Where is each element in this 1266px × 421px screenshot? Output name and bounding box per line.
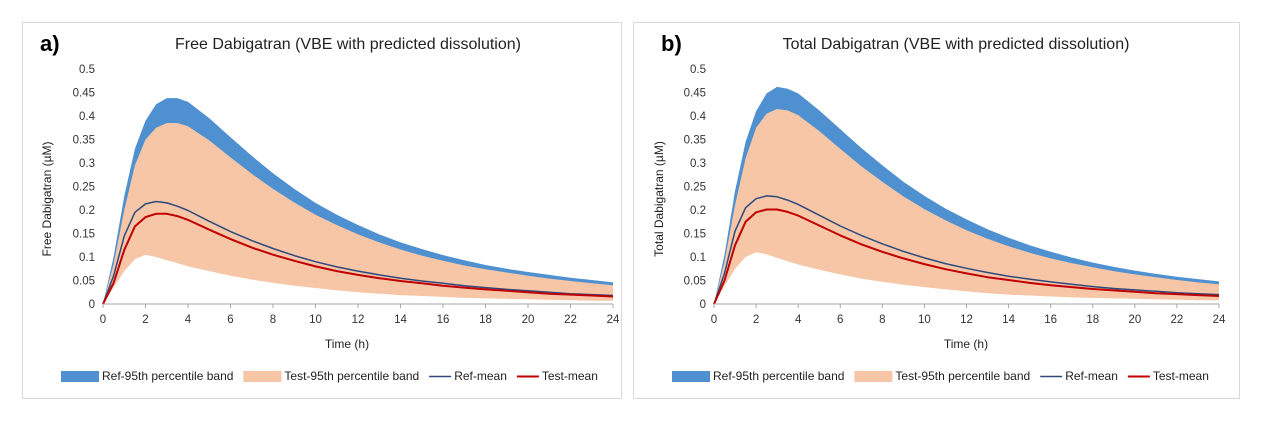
line-ref-mean bbox=[102, 200, 614, 305]
legend-item-test-95th-percentile-band: Test-95th percentile band bbox=[243, 369, 419, 383]
y-tick-label: 0.2 bbox=[690, 205, 706, 217]
y-tick-label: 0 bbox=[700, 299, 706, 311]
y-tick-label: 0.2 bbox=[79, 205, 95, 217]
chart-panel-a: a) Free Dabigatran (VBE with predicted d… bbox=[22, 22, 622, 399]
x-axis-title: Time (h) bbox=[325, 337, 369, 351]
panel-label: b) bbox=[661, 31, 682, 56]
x-tick-label: 16 bbox=[1044, 314, 1057, 326]
legend-item-ref-mean: Ref-mean bbox=[1040, 369, 1118, 383]
x-tick-label: 10 bbox=[309, 314, 322, 326]
y-tick-label: 0.4 bbox=[690, 111, 707, 123]
legend-label: Test-mean bbox=[542, 369, 598, 383]
y-tick-label: 0.25 bbox=[684, 182, 706, 194]
legend-label: Ref-95th percentile band bbox=[713, 369, 844, 383]
band-test-95th-percentile-band bbox=[714, 109, 1219, 304]
x-tick-label: 10 bbox=[918, 314, 931, 326]
x-tick-label: 8 bbox=[879, 314, 885, 326]
legend-label: Ref-mean bbox=[1065, 369, 1118, 383]
x-tick-label: 0 bbox=[711, 314, 717, 326]
x-tick-label: 14 bbox=[1002, 314, 1015, 326]
legend-item-ref-mean: Ref-mean bbox=[429, 369, 507, 383]
x-tick-label: 24 bbox=[607, 314, 620, 326]
x-tick-label: 20 bbox=[1128, 314, 1141, 326]
x-tick-label: 6 bbox=[227, 314, 233, 326]
legend-label: Test-95th percentile band bbox=[284, 369, 419, 383]
legend-swatch bbox=[61, 371, 99, 382]
legend-item-test-mean: Test-mean bbox=[516, 369, 598, 383]
x-tick-label: 2 bbox=[142, 314, 148, 326]
chart-title: Free Dabigatran (VBE with predicted diss… bbox=[175, 36, 521, 53]
x-tick-label: 14 bbox=[394, 314, 407, 326]
y-axis-title: Free Dabigatran (µM) bbox=[40, 142, 54, 257]
legend-swatch bbox=[243, 371, 282, 382]
panel-label: a) bbox=[40, 31, 60, 56]
x-tick-label: 2 bbox=[753, 314, 759, 326]
plot-area: 00.050.10.150.20.250.30.350.40.450.50 2 4 6… bbox=[684, 64, 1226, 326]
y-tick-label: 0.15 bbox=[684, 229, 706, 241]
legend-swatch bbox=[672, 371, 710, 382]
legend: Ref-95th percentile band Test-95th percen… bbox=[672, 369, 1209, 383]
y-tick-label: 0.45 bbox=[73, 88, 95, 100]
y-tick-label: 0.05 bbox=[684, 276, 706, 288]
legend-label: Ref-mean bbox=[454, 369, 507, 383]
x-tick-label: 4 bbox=[185, 314, 192, 326]
y-tick-label: 0.35 bbox=[684, 135, 706, 147]
x-tick-label: 6 bbox=[837, 314, 843, 326]
x-tick-label: 22 bbox=[1171, 314, 1184, 326]
y-tick-label: 0.3 bbox=[79, 158, 95, 170]
x-axis-title: Time (h) bbox=[944, 337, 988, 351]
legend-swatch bbox=[854, 371, 893, 382]
legend-label: Ref-95th percentile band bbox=[102, 369, 233, 383]
x-tick-label: 18 bbox=[479, 314, 492, 326]
band-test-95th-percentile-band bbox=[103, 123, 613, 304]
x-tick-label: 24 bbox=[1213, 314, 1226, 326]
y-tick-label: 0.35 bbox=[73, 135, 95, 147]
y-tick-label: 0.3 bbox=[690, 158, 706, 170]
chart-a-svg: a) Free Dabigatran (VBE with predicted d… bbox=[40, 31, 620, 383]
y-tick-label: 0 bbox=[89, 299, 95, 311]
line-test-mean bbox=[713, 208, 1220, 305]
plot-area: 00.050.10.150.20.250.30.350.40.450.50 2 4 6… bbox=[73, 64, 620, 326]
y-tick-label: 0.05 bbox=[73, 276, 95, 288]
y-axis-title: Total Dabigatran (µM) bbox=[652, 141, 666, 257]
x-tick-label: 0 bbox=[100, 314, 106, 326]
legend-item-test-95th-percentile-band: Test-95th percentile band bbox=[854, 369, 1030, 383]
y-tick-label: 0.15 bbox=[73, 229, 95, 241]
x-tick-label: 12 bbox=[960, 314, 973, 326]
legend-item-test-mean: Test-mean bbox=[1127, 369, 1209, 383]
x-tick-label: 16 bbox=[437, 314, 450, 326]
y-tick-label: 0.5 bbox=[79, 64, 95, 76]
y-tick-label: 0.1 bbox=[79, 252, 95, 264]
y-tick-label: 0.5 bbox=[690, 64, 706, 76]
x-tick-label: 20 bbox=[522, 314, 535, 326]
x-tick-label: 4 bbox=[795, 314, 802, 326]
legend-label: Test-mean bbox=[1153, 369, 1209, 383]
y-tick-label: 0.25 bbox=[73, 182, 95, 194]
legend: Ref-95th percentile band Test-95th percen… bbox=[61, 369, 598, 383]
x-tick-label: 8 bbox=[270, 314, 276, 326]
x-tick-label: 22 bbox=[564, 314, 577, 326]
line-ref-mean bbox=[713, 195, 1220, 305]
y-tick-label: 0.4 bbox=[79, 111, 96, 123]
line-test-mean bbox=[102, 212, 614, 305]
y-tick-label: 0.1 bbox=[690, 252, 706, 264]
x-tick-label: 18 bbox=[1086, 314, 1099, 326]
chart-title: Total Dabigatran (VBE with predicted dis… bbox=[783, 36, 1130, 53]
legend-label: Test-95th percentile band bbox=[895, 369, 1030, 383]
chart-panel-b: b) Total Dabigatran (VBE with predicted … bbox=[633, 22, 1240, 399]
legend-item-ref-95th-percentile-band: Ref-95th percentile band bbox=[61, 369, 233, 383]
legend-item-ref-95th-percentile-band: Ref-95th percentile band bbox=[672, 369, 844, 383]
y-tick-label: 0.45 bbox=[684, 88, 706, 100]
chart-b-svg: b) Total Dabigatran (VBE with predicted … bbox=[652, 31, 1226, 383]
x-tick-label: 12 bbox=[352, 314, 365, 326]
